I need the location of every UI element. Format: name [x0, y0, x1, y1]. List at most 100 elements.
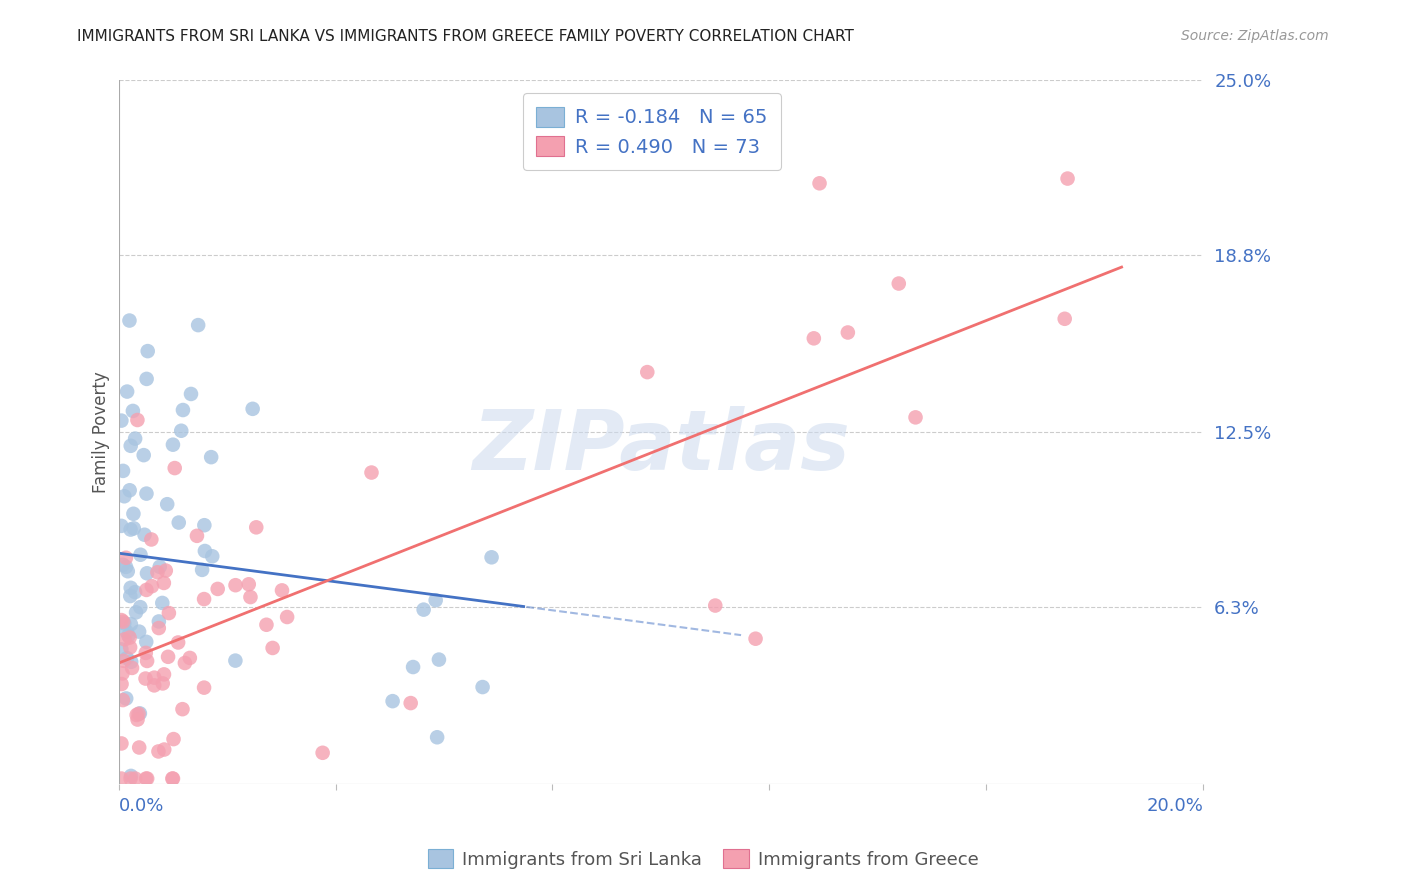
Point [311, 746, 333, 760]
Point [136, 566, 159, 581]
Point [112, 615, 135, 629]
Point [110, 414, 132, 428]
Point [135, 486, 157, 500]
Point [121, 661, 143, 675]
Point [238, 577, 260, 591]
Point [157, 606, 180, 620]
Point [135, 582, 157, 597]
Point [111, 666, 134, 681]
Point [120, 589, 142, 603]
Point [262, 640, 284, 655]
Point [152, 676, 174, 690]
Point [193, 681, 215, 695]
Point [225, 578, 247, 592]
Point [153, 742, 176, 756]
Point [110, 519, 132, 533]
Point [143, 678, 166, 692]
Point [110, 772, 132, 786]
Point [148, 744, 170, 758]
Point [125, 708, 148, 723]
Point [180, 387, 202, 401]
Point [110, 736, 132, 750]
Point [157, 649, 180, 664]
Point [170, 424, 193, 438]
Point [153, 667, 176, 681]
Point [1053, 311, 1076, 326]
Point [193, 518, 215, 533]
Text: 20.0%: 20.0% [1146, 797, 1204, 815]
Point [1056, 171, 1078, 186]
Point [120, 439, 142, 453]
Point [636, 365, 658, 379]
Point [115, 691, 138, 706]
Point [136, 344, 159, 359]
Point [162, 772, 184, 786]
Point [122, 507, 145, 521]
Text: Source: ZipAtlas.com: Source: ZipAtlas.com [1181, 29, 1329, 43]
Point [148, 621, 170, 635]
Point [135, 372, 157, 386]
Legend: R = -0.184   N = 65, R = 0.490   N = 73: R = -0.184 N = 65, R = 0.490 N = 73 [523, 94, 782, 170]
Point [125, 605, 148, 619]
Point [224, 654, 246, 668]
Point [207, 582, 229, 596]
Point [155, 564, 177, 578]
Point [146, 566, 169, 580]
Point [153, 576, 176, 591]
Point [112, 489, 135, 503]
Point [110, 613, 132, 627]
Point [148, 615, 170, 629]
Point [110, 677, 132, 691]
Point [118, 313, 141, 327]
Point [115, 550, 138, 565]
Point [191, 563, 214, 577]
Point [194, 544, 217, 558]
Point [167, 516, 190, 530]
Point [803, 331, 825, 345]
Point [150, 596, 173, 610]
Point [276, 610, 298, 624]
Point [129, 548, 152, 562]
Point [162, 732, 184, 747]
Point [120, 523, 142, 537]
Point [481, 550, 503, 565]
Point [186, 529, 208, 543]
Point [120, 581, 142, 595]
Point [115, 384, 138, 399]
Point [135, 635, 157, 649]
Point [141, 579, 163, 593]
Point [149, 559, 172, 574]
Point [128, 740, 150, 755]
Point [187, 318, 209, 332]
Point [128, 624, 150, 639]
Point [112, 616, 135, 631]
Point [117, 629, 139, 643]
Point [242, 401, 264, 416]
Point [112, 654, 135, 668]
Point [167, 635, 190, 649]
Point [360, 466, 382, 480]
Point [193, 592, 215, 607]
Point [143, 671, 166, 685]
Point [887, 277, 910, 291]
Point [704, 599, 727, 613]
Point [426, 731, 449, 745]
Point [111, 558, 134, 572]
Point [201, 549, 224, 564]
Point [120, 655, 142, 669]
Point [271, 583, 294, 598]
Point [124, 585, 146, 599]
Point [135, 772, 157, 786]
Point [128, 706, 150, 721]
Point [127, 413, 149, 427]
Point [402, 660, 425, 674]
Point [200, 450, 222, 464]
Y-axis label: Family Poverty: Family Poverty [93, 371, 110, 493]
Point [134, 527, 156, 541]
Point [136, 772, 159, 786]
Point [127, 713, 149, 727]
Point [115, 651, 138, 665]
Text: 0.0%: 0.0% [118, 797, 165, 815]
Point [129, 600, 152, 615]
Text: IMMIGRANTS FROM SRI LANKA VS IMMIGRANTS FROM GREECE FAMILY POVERTY CORRELATION C: IMMIGRANTS FROM SRI LANKA VS IMMIGRANTS … [77, 29, 855, 44]
